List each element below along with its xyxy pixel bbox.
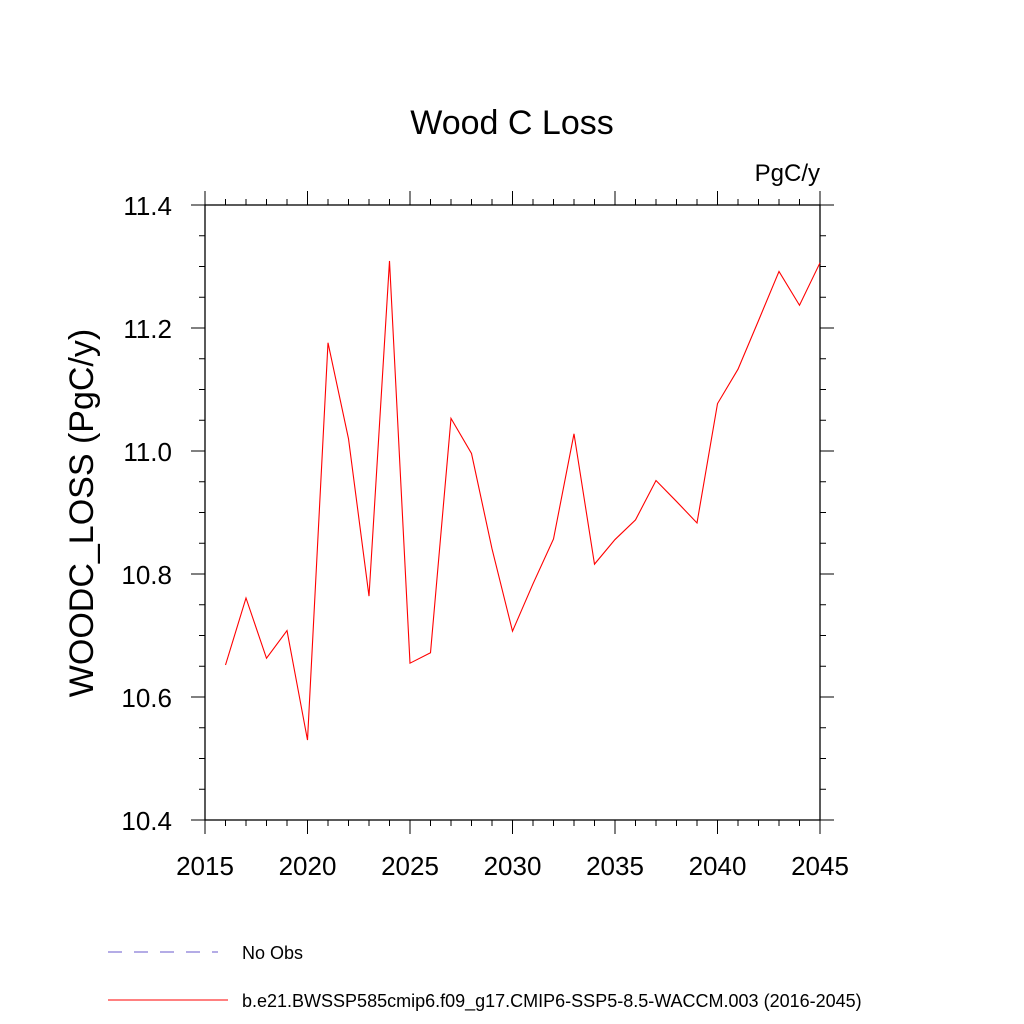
legend-label: No Obs xyxy=(242,943,303,963)
y-tick-label: 10.6 xyxy=(121,683,172,713)
legend-label: b.e21.BWSSP585cmip6.f09_g17.CMIP6-SSP5-8… xyxy=(242,991,862,1012)
y-axis-label: WOODC_LOSS (PgC/y) xyxy=(63,329,101,697)
series-line xyxy=(224,260,821,741)
x-tick-label: 2025 xyxy=(381,851,439,881)
y-tick-label: 11.0 xyxy=(123,437,172,467)
plot-frame xyxy=(204,204,821,821)
x-tick-label: 2020 xyxy=(279,851,337,881)
tick-labels: 2015 2020 2025 2030 2035 2040 2045 10.4 10.6 10.8… xyxy=(121,191,849,881)
y-tick-label: 10.8 xyxy=(121,560,172,590)
axis-ticks xyxy=(191,191,834,834)
x-tick-label: 2030 xyxy=(484,851,542,881)
x-tick-label: 2040 xyxy=(689,851,747,881)
x-tick-label: 2035 xyxy=(586,851,644,881)
units-label: PgC/y xyxy=(755,160,820,187)
y-tick-label: 11.2 xyxy=(123,314,172,344)
y-tick-label: 11.4 xyxy=(123,191,172,221)
chart-title: Wood C Loss xyxy=(410,104,613,142)
x-tick-label: 2045 xyxy=(791,851,849,881)
x-tick-label: 2015 xyxy=(176,851,234,881)
y-tick-label: 10.4 xyxy=(121,806,172,836)
legend: No Obs b.e21.BWSSP585cmip6.f09_g17.CMIP6-… xyxy=(108,943,862,1012)
data-series xyxy=(224,260,821,741)
